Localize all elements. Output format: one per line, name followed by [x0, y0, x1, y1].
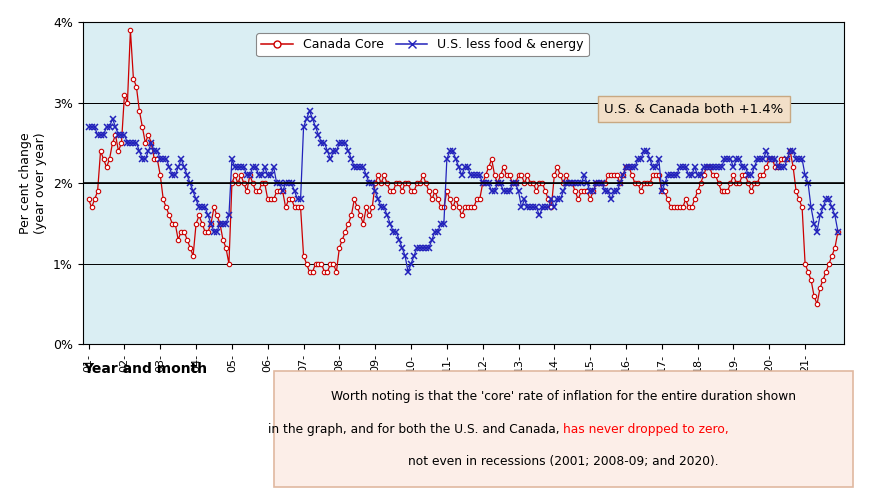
Legend: Canada Core, U.S. less food & energy: Canada Core, U.S. less food & energy	[256, 33, 588, 56]
Text: has never dropped to zero,: has never dropped to zero,	[563, 423, 728, 436]
Text: Worth noting is that the 'core' rate of inflation for the entire duration shown: Worth noting is that the 'core' rate of …	[330, 390, 795, 403]
Text: not even in recessions (2001; 2008-09; and 2020).: not even in recessions (2001; 2008-09; a…	[408, 455, 718, 468]
Text: in the graph, and for both the U.S. and Canada,: in the graph, and for both the U.S. and …	[268, 423, 563, 436]
FancyBboxPatch shape	[274, 371, 852, 487]
Text: Year and month: Year and month	[83, 362, 207, 375]
Text: U.S. & Canada both +1.4%: U.S. & Canada both +1.4%	[603, 103, 782, 116]
Y-axis label: Per cent change
(year over year): Per cent change (year over year)	[19, 132, 47, 234]
